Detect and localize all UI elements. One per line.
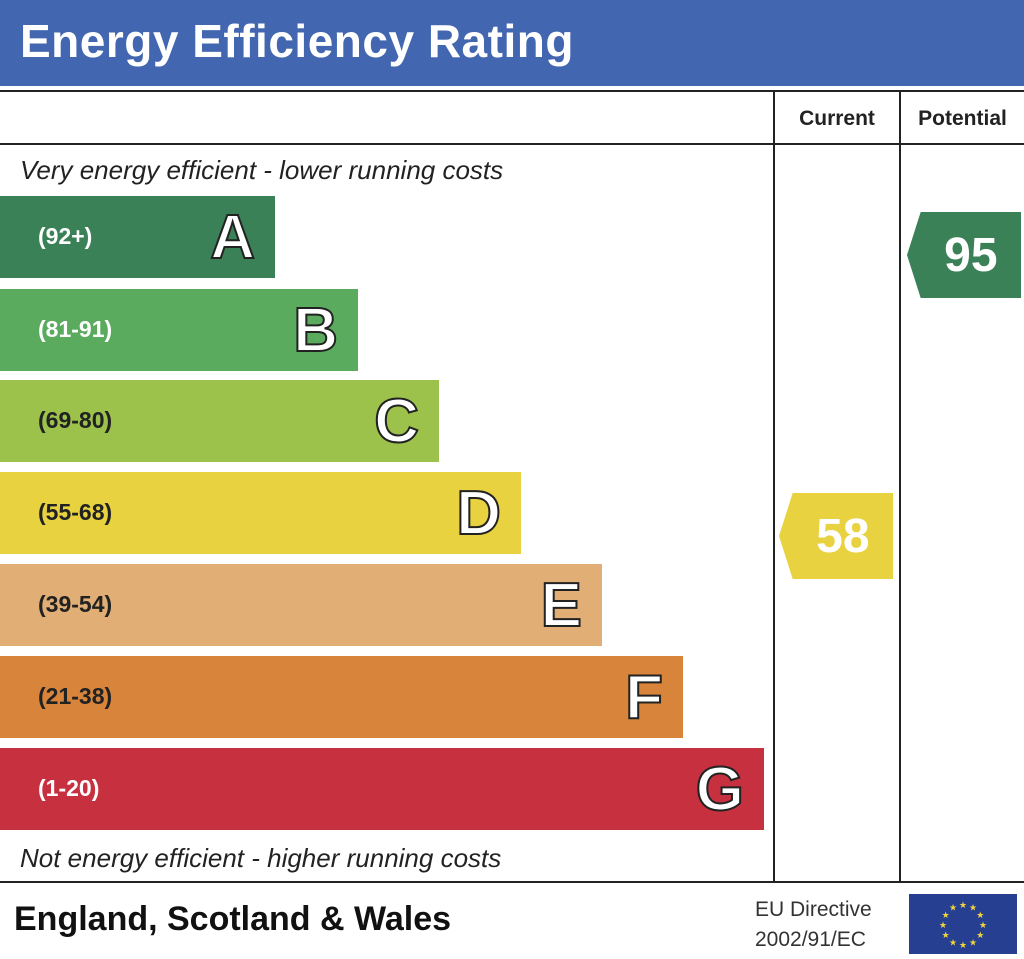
star-icon: ★	[959, 940, 967, 950]
rating-band-b: (81-91) B	[0, 289, 358, 371]
star-icon: ★	[959, 900, 967, 910]
star-icon: ★	[949, 903, 957, 913]
band-range: (1-20)	[38, 775, 100, 801]
divider	[0, 143, 1024, 145]
current-column-header: Current	[799, 107, 875, 130]
rating-band-g: (1-20) G	[0, 748, 764, 830]
star-icon: ★	[942, 910, 950, 920]
band-letter: C	[373, 386, 420, 457]
star-icon: ★	[939, 920, 947, 930]
potential-rating-value: 95	[944, 229, 998, 282]
band-letter: A	[209, 202, 256, 273]
page-title: Energy Efficiency Rating	[20, 15, 574, 67]
divider	[0, 881, 1024, 883]
header-bar	[0, 0, 1024, 86]
eu-directive-number: 2002/91/EC	[755, 928, 866, 951]
potential-rating-arrow: 95	[907, 212, 1021, 298]
country-label: England, Scotland & Wales	[14, 900, 452, 938]
rating-band-a: (92+) A	[0, 196, 275, 278]
band-range: (81-91)	[38, 316, 113, 342]
divider	[0, 90, 1024, 92]
band-range: (39-54)	[38, 591, 113, 617]
eu-flag-icon: ★ ★ ★ ★ ★ ★ ★ ★ ★ ★ ★ ★	[909, 894, 1017, 954]
star-icon: ★	[969, 937, 977, 947]
star-icon: ★	[969, 903, 977, 913]
rating-band-f: (21-38) F	[0, 656, 683, 738]
star-icon: ★	[979, 920, 987, 930]
star-icon: ★	[942, 930, 950, 940]
current-rating-arrow: 58	[779, 493, 893, 579]
star-icon: ★	[976, 930, 984, 940]
eu-directive-label: EU Directive	[755, 898, 872, 921]
bottom-note: Not energy efficient - higher running co…	[20, 843, 502, 873]
band-letter: E	[540, 570, 583, 641]
top-note: Very energy efficient - lower running co…	[20, 155, 504, 185]
star-icon: ★	[976, 910, 984, 920]
band-letter: F	[624, 662, 664, 733]
rating-band-c: (69-80) C	[0, 380, 439, 462]
divider	[899, 90, 901, 883]
potential-column-header: Potential	[918, 107, 1007, 130]
rating-band-e: (39-54) E	[0, 564, 602, 646]
band-range: (69-80)	[38, 407, 113, 433]
divider	[773, 90, 775, 883]
star-icon: ★	[949, 937, 957, 947]
current-rating-value: 58	[816, 510, 870, 563]
band-letter: G	[695, 754, 745, 825]
band-letter: D	[455, 478, 502, 549]
rating-band-d: (55-68) D	[0, 472, 521, 554]
band-letter: B	[292, 295, 339, 366]
band-range: (55-68)	[38, 499, 113, 525]
band-range: (92+)	[38, 223, 93, 249]
band-range: (21-38)	[38, 683, 113, 709]
